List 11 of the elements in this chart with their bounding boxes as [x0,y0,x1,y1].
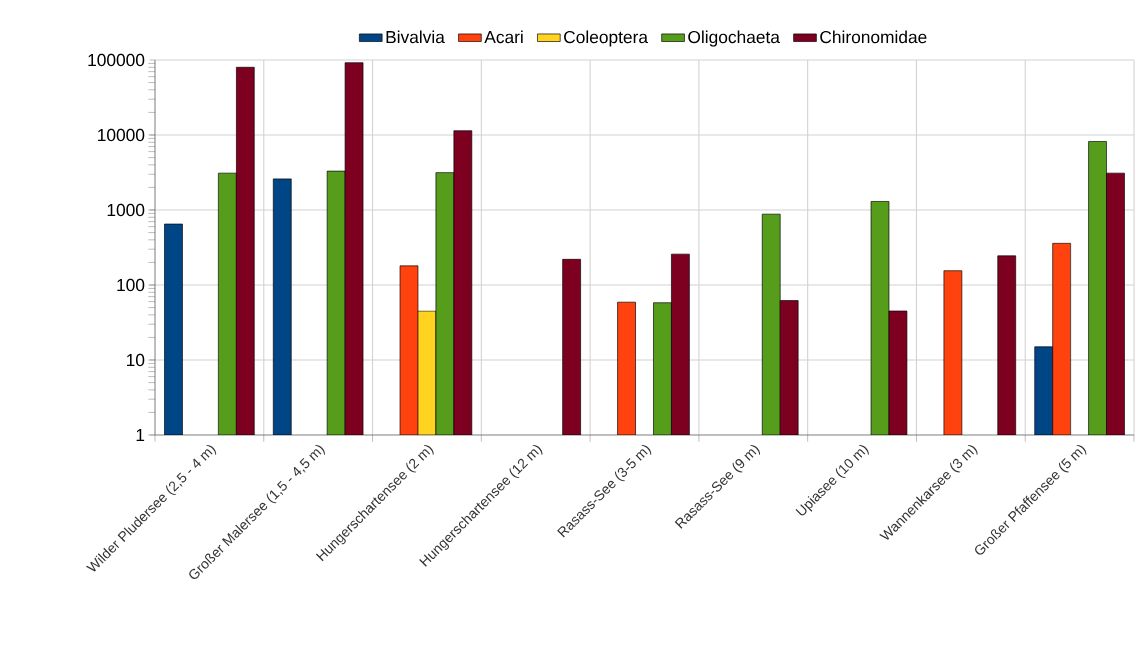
legend-label: Coleoptera [564,30,648,47]
y-tick-label: 10000 [98,128,145,142]
legend-label: Chironomidae [820,30,927,44]
legend-label: Acari [484,30,523,44]
y-tick-label: 100 [117,278,145,292]
legend-label: Bivalvia [386,30,445,44]
y-tick-label: 1000 [107,203,145,217]
y-tick-label: 100000 [88,53,145,67]
legend-label: Oligochaeta [688,30,780,47]
y-tick-label: 10 [126,353,145,367]
y-tick-label: 1 [136,429,145,441]
